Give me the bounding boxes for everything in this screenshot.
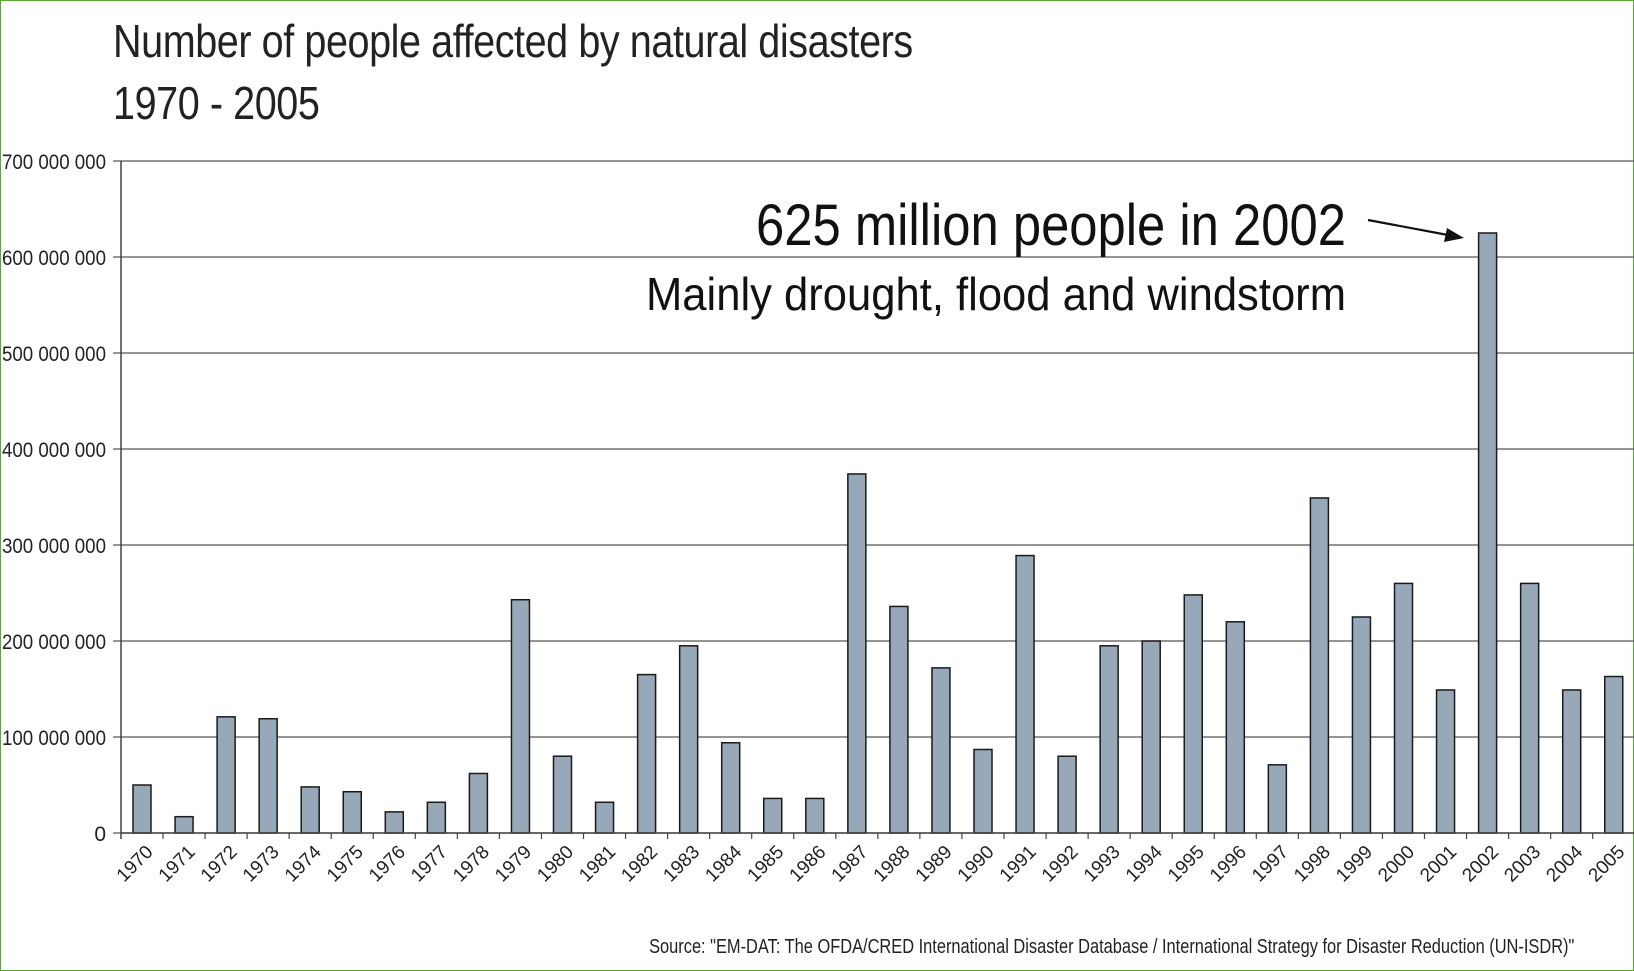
grid-lines <box>113 160 1634 834</box>
x-tick-label: 1986 <box>786 842 831 887</box>
x-tick-label: 1974 <box>281 841 326 886</box>
x-tick-label: 1996 <box>1206 842 1251 887</box>
bar-1990 <box>973 748 993 834</box>
bar-1995 <box>1183 594 1203 834</box>
x-tick-label: 1987 <box>828 842 873 887</box>
bar-1997 <box>1267 764 1288 834</box>
chart-title: Number of people affected by natural dis… <box>113 15 913 67</box>
x-tick-label: 1979 <box>491 842 536 887</box>
x-tick-label: 1992 <box>1038 842 1083 887</box>
bar-1971 <box>174 815 194 834</box>
x-tick-label: 1970 <box>113 842 158 887</box>
bars <box>132 232 1624 834</box>
x-tick-label: 1985 <box>744 842 789 887</box>
x-tick-label: 1991 <box>996 842 1041 887</box>
x-tick-label: 1975 <box>323 842 368 887</box>
bar-1996 <box>1225 621 1246 834</box>
bar-1980 <box>552 755 573 834</box>
x-tick-label: 1971 <box>155 842 200 887</box>
bar-1984 <box>720 742 741 834</box>
annotation-detail: Mainly drought, flood and windstorm <box>646 268 1346 320</box>
bar-1976 <box>384 811 405 834</box>
x-tick-label: 1982 <box>617 842 662 887</box>
bar-1974 <box>300 786 320 834</box>
source-note: Source: "EM-DAT: The OFDA/CRED Internati… <box>648 936 1574 958</box>
x-tick-label: 2002 <box>1458 842 1503 887</box>
x-tick-label: 1976 <box>365 842 410 887</box>
x-tick-label: 2004 <box>1542 841 1587 886</box>
x-tick-label: 1994 <box>1122 841 1167 886</box>
bar-1989 <box>931 667 951 834</box>
bar-1981 <box>594 801 615 834</box>
bar-2002 <box>1477 232 1498 834</box>
x-tick-label: 1973 <box>239 842 284 887</box>
bar-2000 <box>1393 582 1414 834</box>
y-tick-label: 700 000 000 <box>2 151 106 174</box>
annotation-headline: 625 million people in 2002 <box>756 193 1346 258</box>
x-tick-label: 1977 <box>407 842 452 887</box>
bar-2004 <box>1561 689 1582 834</box>
bar-1973 <box>258 718 278 834</box>
annotation: 625 million people in 2002 Mainly drough… <box>646 193 1464 320</box>
bar-1986 <box>805 797 825 834</box>
bar-1970 <box>132 784 152 834</box>
y-tick-label: 400 000 000 <box>2 439 106 462</box>
bar-1994 <box>1141 640 1161 834</box>
x-tick-label: 1980 <box>533 842 578 887</box>
bar-1987 <box>847 473 867 834</box>
y-tick-label: 200 000 000 <box>2 631 106 654</box>
bar-2001 <box>1435 689 1456 834</box>
bar-1983 <box>678 645 699 834</box>
x-tick-label: 1988 <box>870 842 915 887</box>
x-tick-label: 1999 <box>1332 842 1377 887</box>
bar-2005 <box>1604 675 1624 834</box>
bar-1998 <box>1309 497 1330 834</box>
x-tick-label: 2005 <box>1585 842 1630 887</box>
bar-1979 <box>510 598 531 834</box>
bar-1999 <box>1351 616 1372 834</box>
y-axis-tick-labels: 0 100 000 000 200 000 000 300 000 000 400 00… <box>2 151 106 846</box>
annotation-arrowhead <box>1444 228 1464 242</box>
annotation-arrow <box>1367 218 1449 237</box>
y-tick-label: 500 000 000 <box>2 343 106 366</box>
y-tick-label: 300 000 000 <box>2 535 106 558</box>
bar-1992 <box>1057 755 1077 834</box>
bar-1985 <box>763 797 783 834</box>
x-tick-label: 2003 <box>1500 842 1545 887</box>
x-tick-label: 1997 <box>1248 842 1293 887</box>
bar-1978 <box>468 772 489 834</box>
y-tick-label: 0 <box>94 823 106 846</box>
x-tick-label: 1978 <box>449 842 494 887</box>
bar-1982 <box>636 673 657 834</box>
bar-1991 <box>1015 554 1035 834</box>
x-tick-label: 1998 <box>1290 842 1335 887</box>
x-tick-label: 1993 <box>1080 842 1125 887</box>
bar-1972 <box>216 716 236 834</box>
x-tick-label: 1983 <box>659 842 704 887</box>
x-axis-tick-labels: 1970197119721973197419751976197719781979… <box>113 841 1629 886</box>
bar-1977 <box>426 801 447 834</box>
x-tick-label: 2001 <box>1416 842 1461 887</box>
x-tick-label: 1972 <box>197 842 242 887</box>
x-tick-label: 1995 <box>1164 842 1209 887</box>
bar-1988 <box>889 605 909 834</box>
chart-subtitle: 1970 - 2005 <box>113 77 320 129</box>
x-tick-label: 2000 <box>1374 842 1419 887</box>
y-tick-label: 100 000 000 <box>2 727 106 750</box>
x-tick-label: 1989 <box>912 842 957 887</box>
y-tick-label: 600 000 000 <box>2 247 106 270</box>
x-tick-label: 1990 <box>954 842 999 887</box>
bar-1993 <box>1099 645 1119 834</box>
bar-1975 <box>342 790 362 834</box>
x-tick-label: 1981 <box>575 842 620 887</box>
x-tick-label: 1984 <box>701 841 746 886</box>
axes <box>120 161 1634 839</box>
bar-2003 <box>1519 582 1540 834</box>
